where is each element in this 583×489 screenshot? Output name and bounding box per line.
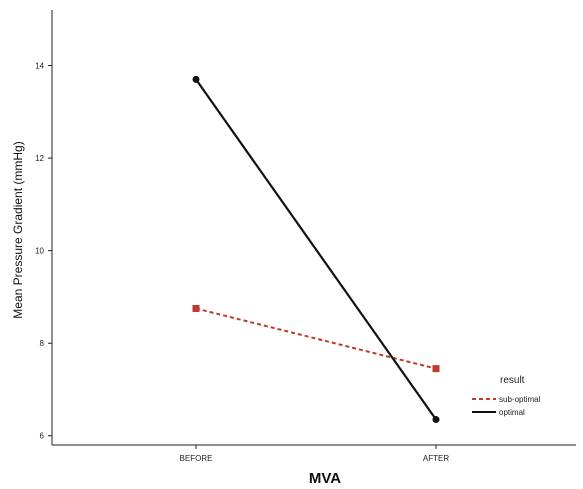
y-tick-label: 14 (35, 62, 44, 71)
data-point (432, 416, 440, 424)
series-line-1 (195, 78, 437, 421)
y-tick-label: 8 (40, 339, 45, 348)
series-line-0 (195, 307, 437, 370)
y-ticks: 6 8 10 12 14 (35, 62, 52, 441)
legend: result sub-optimal optimal (472, 375, 541, 417)
x-axis-title: MVA (309, 470, 341, 487)
y-tick-label: 10 (35, 247, 44, 256)
plot-area: 6 8 10 12 14 BEFORE AFTER (35, 10, 576, 463)
y-axis-title: Mean Pressure Gradient (mmHg) (11, 141, 25, 318)
x-tick-label: AFTER (423, 454, 449, 463)
series-group (192, 75, 440, 424)
y-tick-label: 12 (35, 154, 44, 163)
x-ticks: BEFORE AFTER (180, 445, 449, 463)
legend-label: optimal (499, 408, 525, 417)
data-point (192, 75, 200, 83)
y-tick-label: 6 (40, 432, 45, 441)
legend-label: sub-optimal (499, 395, 541, 404)
legend-items: sub-optimal optimal (472, 395, 541, 417)
x-tick-label: BEFORE (180, 454, 213, 463)
data-point (192, 304, 200, 312)
legend-title: result (500, 375, 525, 386)
data-point (432, 365, 440, 373)
